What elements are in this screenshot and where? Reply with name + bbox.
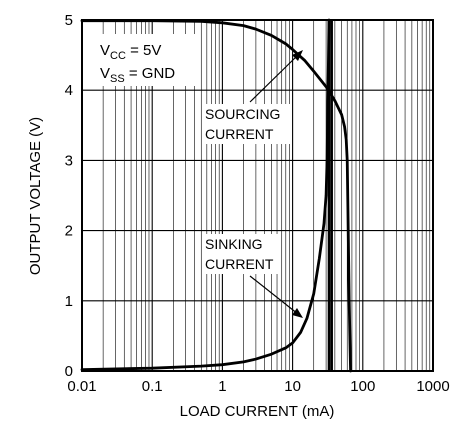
- tick-labels: 0.01 0.1 1 10 100 1000 0 1 2 3 4 5: [65, 12, 450, 395]
- vss-condition: VSS = GND: [100, 65, 175, 85]
- conditions-box-bg: [96, 34, 200, 86]
- sourcing-arrowhead: [292, 50, 303, 61]
- y-axis-title: OUTPUT VOLTAGE (V): [27, 117, 44, 275]
- x-tick-label: 0.1: [142, 378, 163, 395]
- sourcing-label-bg: [202, 104, 292, 144]
- sinking-label-line2: CURRENT: [205, 256, 274, 272]
- y-tick-label: 5: [65, 12, 73, 29]
- x-tick-label: 1000: [416, 378, 449, 395]
- sinking-arrowhead: [292, 308, 303, 318]
- sourcing-current-line: [80, 19, 352, 373]
- sinking-label-bg: [202, 234, 280, 274]
- sourcing-arrow: [249, 54, 299, 103]
- sinking-label-line1: SINKING: [205, 236, 263, 252]
- x-axis-title: LOAD CURRENT (mA): [180, 403, 335, 420]
- sourcing-label-line1: SOURCING: [205, 106, 280, 122]
- sinking-arrow: [249, 275, 299, 315]
- y-tick-label: 0: [65, 363, 73, 380]
- y-tick-label: 4: [65, 82, 73, 99]
- series-lines: [80, 18, 352, 373]
- sinking-current-line: [80, 18, 331, 371]
- y-tick-label: 2: [65, 223, 73, 240]
- x-tick-label: 10: [284, 378, 301, 395]
- x-tick-label: 1: [218, 378, 226, 395]
- sourcing-label-line2: CURRENT: [205, 126, 274, 142]
- y-tick-label: 3: [65, 152, 73, 169]
- vcc-condition: VCC = 5V: [100, 42, 161, 62]
- y-tick-label: 1: [65, 293, 73, 310]
- x-tick-label: 0.01: [67, 378, 96, 395]
- x-tick-label: 100: [350, 378, 375, 395]
- plot-frame: [81, 19, 434, 372]
